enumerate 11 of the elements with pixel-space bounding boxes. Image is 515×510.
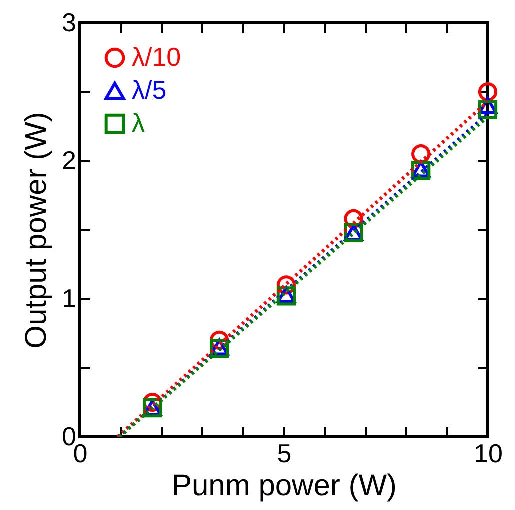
y-tick-label: 2: [62, 146, 76, 176]
y-tick-label: 1: [62, 284, 76, 314]
y-axis-title: Output power (W): [20, 112, 54, 349]
x-tick-label: 5: [277, 438, 292, 468]
x-tick-label: 10: [474, 438, 503, 468]
point: [478, 100, 498, 120]
y-tick-label: 3: [62, 8, 76, 38]
x-axis-title: Punm power (W): [172, 470, 398, 502]
legend-label: λ/5: [132, 75, 167, 105]
legend-label: λ/10: [132, 42, 182, 72]
legend-label: λ: [132, 108, 145, 138]
